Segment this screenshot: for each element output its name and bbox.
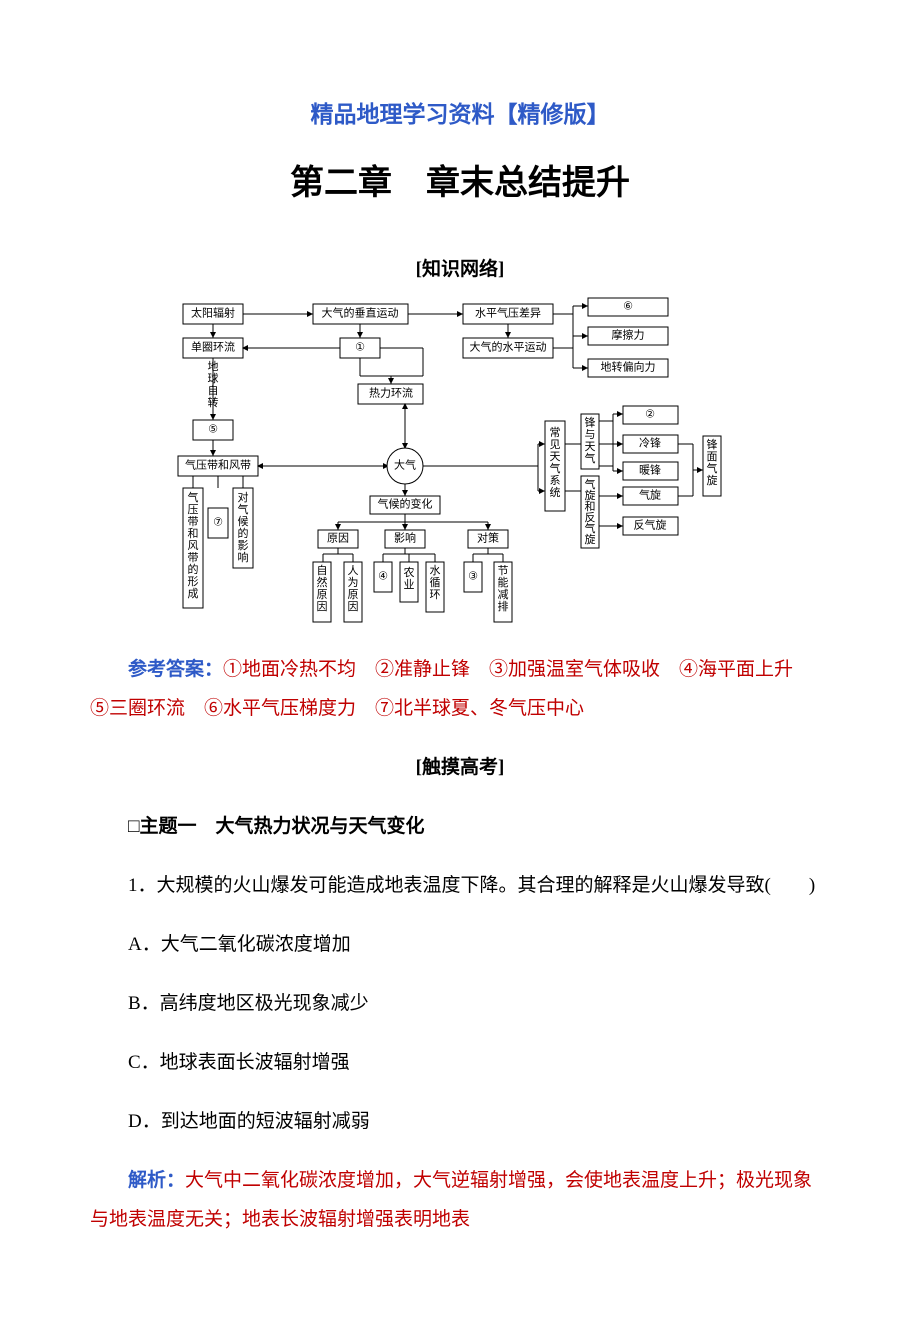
node-nongye: 农业 [403,565,414,591]
node-duice: 对策 [477,530,499,544]
node-moca: 摩擦力 [611,327,644,341]
node-jieneng: 节能减排 [497,564,508,613]
node-yingxiang: 影响 [394,531,416,544]
node-qixuan: 气旋 [639,487,661,501]
section-knowledge-net: [知识网络] [90,250,830,290]
topic-1: □主题一 大气热力状况与天气变化 [90,807,830,847]
node-pianxiang: 地转偏向力 [600,359,655,373]
answer-block: 参考答案：①地面冷热不均 ②准静止锋 ③加强温室气体吸收 ④海平面上升 ⑤三圈环… [90,650,830,730]
node-fengyu: 锋与天气 [584,416,595,465]
node-blank5: ⑤ [208,423,218,435]
node-ziran: 自然原因 [316,564,327,613]
node-yuanyin: 原因 [327,531,349,544]
node-chuizhi: 大气的垂直运动 [321,305,398,319]
q1-option-b: B．高纬度地区极光现象减少 [90,984,830,1024]
node-fengmian: 锋面气旋 [706,438,717,487]
chapter-title: 第二章 章末总结提升 [90,148,830,219]
node-renwei: 人为原因 [347,564,358,613]
q1-option-c: C．地球表面长波辐射增强 [90,1043,830,1083]
node-danquan: 单圈环流 [191,339,235,353]
node-daqi: 大气 [394,457,416,471]
node-shuixun: 水循环 [429,564,440,601]
header-banner: 精品地理学习资料【精修版】 [90,90,830,138]
q1-option-a: A．大气二氧化碳浓度增加 [90,925,830,965]
node-lengfeng: 冷锋 [639,436,661,449]
node-blank1: ① [355,341,365,353]
node-blank2: ② [645,408,655,420]
answer-label: 参考答案： [128,659,223,680]
q1-option-d: D．到达地面的短波辐射减弱 [90,1102,830,1142]
node-shuiping-chayi: 水平气压差异 [475,305,541,319]
node-reli: 热力环流 [369,385,413,399]
node-qixuanfan: 气旋和反气旋 [584,477,595,546]
analysis-label: 解析： [128,1170,185,1191]
node-blank3: ③ [468,570,478,582]
knowledge-diagram: 太阳辐射 单圈环流 地球自转 ⑤ 气压带和风带 气压带和风带的形成 ⑦ 对气候的… [90,296,830,631]
node-blank4: ④ [378,570,388,582]
node-qihou: 气候的变化 [377,496,432,510]
section-gaokao: [触摸高考] [90,748,830,788]
node-blank6: ⑥ [623,300,633,312]
node-qiyadai: 气压带和风带 [185,457,251,471]
analysis-text: 大气中二氧化碳浓度增加，大气逆辐射增强，会使地表温度上升；极光现象与地表温度无关… [90,1170,812,1231]
analysis-block: 解析：大气中二氧化碳浓度增加，大气逆辐射增强，会使地表温度上升；极光现象与地表温… [90,1161,830,1241]
node-shuiping-yundong: 大气的水平运动 [469,339,546,353]
node-xingcheng: 气压带和风带的形成 [187,490,198,600]
node-fanqixuan: 反气旋 [633,517,666,531]
node-blank7: ⑦ [213,516,223,528]
node-yingxiang-qihou: 对气候的影响 [237,490,248,564]
node-changjian: 常见天气系统 [549,426,560,499]
node-nuanfeng: 暖锋 [639,463,661,476]
node-taiyang: 太阳辐射 [191,305,235,319]
q1-stem: 1．大规模的火山爆发可能造成地表温度下降。其合理的解释是火山爆发导致( ) [90,866,830,906]
